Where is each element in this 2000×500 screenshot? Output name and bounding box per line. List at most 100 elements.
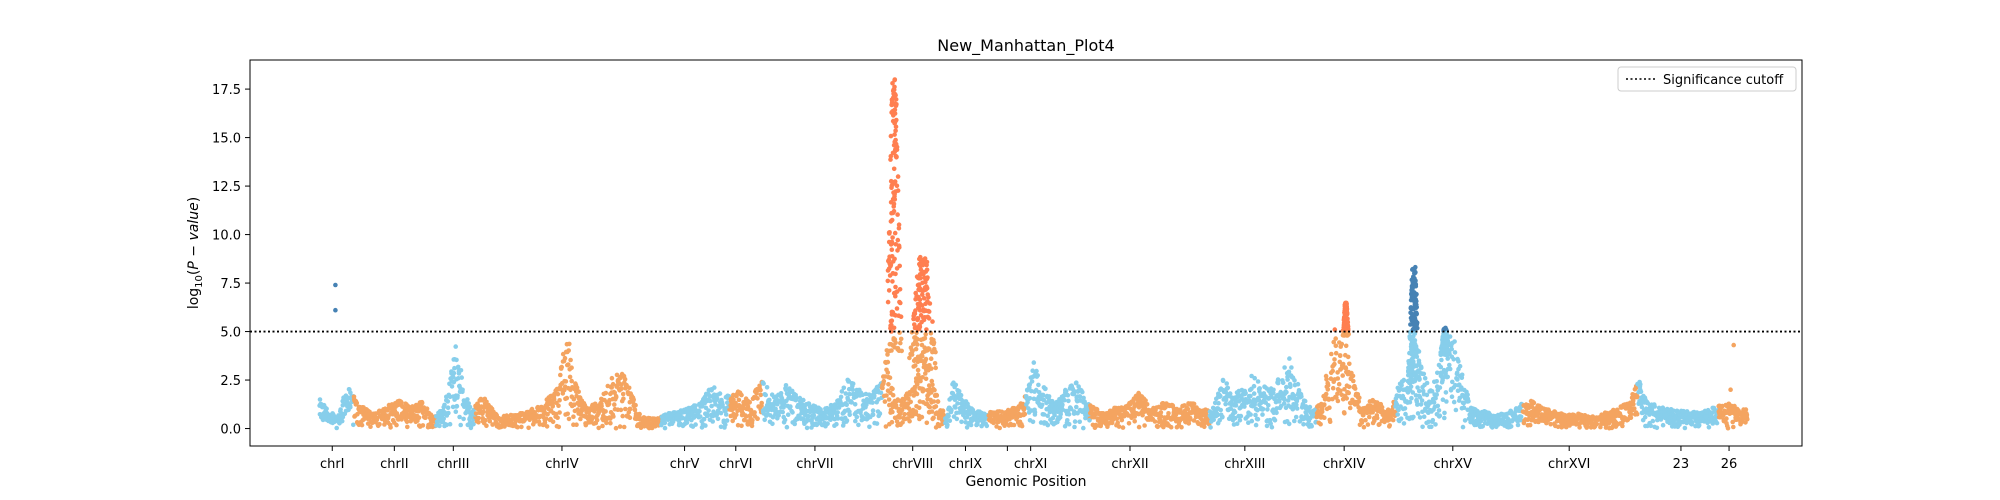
snp-point [458,422,464,428]
snp-point [612,402,617,407]
snp-point [1453,407,1459,413]
snp-point [1277,399,1282,404]
snp-point [1136,424,1142,430]
snp-point [567,341,572,347]
snp-point [888,262,894,268]
snp-point [339,418,345,424]
snp-point [1202,424,1207,430]
snp-point [704,413,710,419]
snp-point [889,348,894,353]
snp-point [1344,396,1349,401]
snp-point [1410,327,1416,332]
snp-point [1608,418,1614,424]
snp-point [574,422,579,428]
snp-point [484,423,489,429]
snp-point [449,384,455,389]
snp-point [1142,423,1147,428]
snp-point [1435,403,1441,409]
snp-point [889,247,895,252]
snp-point [788,404,793,409]
snp-point [894,117,899,123]
snp-point [1294,402,1299,408]
snp-point [1072,424,1077,430]
snp-point [1178,407,1183,413]
snp-point [1158,410,1164,415]
snp-point [1436,408,1442,413]
snp-point [892,191,897,197]
snp-point [1430,417,1436,423]
snp-point [1238,413,1244,419]
snp-point [600,423,605,429]
snp-point [348,404,353,410]
snp-point [933,365,938,371]
snp-point [762,417,767,423]
snp-point [627,415,633,421]
snp-point [1109,420,1115,426]
snp-point [545,411,550,417]
snp-point [917,322,922,328]
snp-point [441,416,447,422]
snp-point [1409,395,1414,401]
snp-point [1339,392,1344,398]
snp-point [1335,376,1341,381]
snp-point [1412,299,1417,305]
snp-point [894,306,900,311]
snp-point [550,419,556,425]
snp-point [368,424,373,430]
snp-point [847,391,852,397]
snp-point [1022,411,1028,417]
snp-point [1265,407,1270,412]
snp-point [767,397,772,403]
snp-point [1318,421,1323,427]
snp-point [878,390,884,396]
snp-point [723,408,729,413]
snp-point [718,410,724,416]
snp-point [487,418,493,424]
snp-point [844,402,849,408]
snp-point [902,397,907,402]
snp-point [611,389,617,395]
snp-point [1421,371,1427,377]
snp-point [1215,412,1220,418]
snp-point [684,420,690,425]
snp-point [806,413,811,419]
snp-point [918,337,924,343]
snp-point [968,422,974,428]
snp-point [1398,416,1404,422]
snp-point [476,415,481,421]
snp-point [1345,354,1351,360]
snp-point [623,406,628,412]
snp-point [1424,392,1430,398]
snp-point [1132,419,1137,424]
snp-point [724,418,730,423]
snp-point [930,349,935,355]
snp-point [736,397,742,403]
snp-point [925,292,930,297]
snp-point [717,391,723,396]
snp-point [839,389,845,394]
snp-point [846,386,852,392]
snp-point [956,389,962,394]
snp-point [693,422,698,427]
snp-point [1233,403,1238,408]
snp-point [609,375,615,381]
snp-point [774,409,779,415]
snp-point [1294,406,1300,411]
snp-point [735,422,741,428]
snp-point [606,401,612,407]
snp-point [929,409,935,414]
snp-point [1332,357,1337,362]
snp-point [1285,377,1290,382]
snp-point [910,348,915,354]
snp-point [893,137,898,143]
snp-point [468,425,474,431]
snp-point [733,400,738,406]
snp-point [913,346,919,352]
snp-point [1066,412,1072,417]
snp-point [935,399,941,404]
snp-point [755,416,760,421]
snp-point [1292,418,1297,424]
snp-point [1451,357,1456,362]
snp-point [1052,412,1057,418]
snp-point [566,348,571,353]
